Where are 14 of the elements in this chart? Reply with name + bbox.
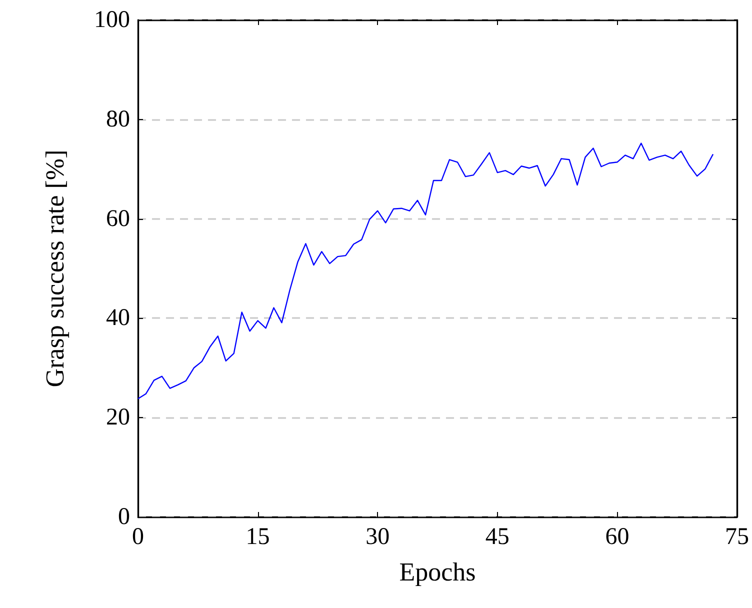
x-tick-label: 30 — [366, 524, 390, 550]
y-tick-label: 100 — [94, 7, 130, 33]
y-axis-title: Grasp success rate [%] — [40, 150, 70, 388]
y-tick-label: 0 — [118, 504, 130, 530]
x-tick-label: 75 — [725, 524, 749, 550]
x-tick-label: 60 — [605, 524, 630, 550]
line-series — [137, 142, 714, 400]
x-tick-label: 45 — [485, 524, 510, 550]
x-tick-label: 15 — [246, 524, 270, 550]
y-tick-label: 80 — [106, 106, 130, 132]
y-tick-label: 40 — [106, 305, 130, 332]
y-tick-label: 60 — [106, 206, 130, 232]
y-tick-label: 20 — [106, 404, 130, 431]
x-axis-title: Epochs — [399, 558, 476, 586]
